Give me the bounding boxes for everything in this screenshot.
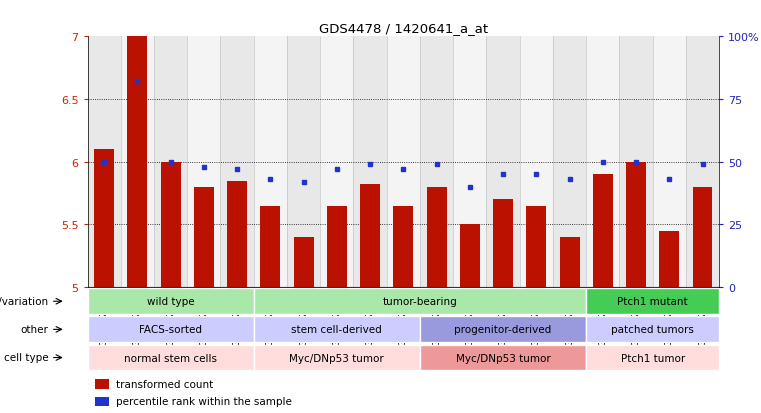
Bar [95, 397, 109, 406]
Bar [420, 317, 586, 342]
Bar [553, 37, 586, 287]
Bar [593, 175, 613, 287]
Bar [88, 317, 253, 342]
Bar [253, 317, 420, 342]
Bar [88, 37, 121, 287]
Bar [88, 345, 253, 370]
Bar [393, 206, 413, 287]
Bar [686, 37, 719, 287]
Bar [127, 37, 148, 287]
Bar [260, 206, 280, 287]
Bar [154, 37, 187, 287]
Text: Myc/DNp53 tumor: Myc/DNp53 tumor [289, 353, 384, 363]
Bar [486, 37, 520, 287]
Bar [619, 37, 653, 287]
Bar [187, 37, 221, 287]
Bar [161, 162, 180, 287]
Text: wild type: wild type [147, 297, 195, 306]
Text: transformed count: transformed count [116, 379, 214, 389]
Bar [460, 225, 479, 287]
Bar [586, 289, 719, 314]
Bar [427, 188, 447, 287]
Text: progenitor-derived: progenitor-derived [454, 325, 552, 335]
Bar [227, 181, 247, 287]
Bar [327, 206, 347, 287]
Bar [253, 289, 586, 314]
Bar [88, 289, 253, 314]
Bar [493, 200, 513, 287]
Title: GDS4478 / 1420641_a_at: GDS4478 / 1420641_a_at [319, 21, 488, 35]
Text: percentile rank within the sample: percentile rank within the sample [116, 396, 292, 406]
Bar [559, 237, 580, 287]
Text: FACS-sorted: FACS-sorted [139, 325, 202, 335]
Bar [586, 345, 719, 370]
Bar [420, 37, 454, 287]
Text: other: other [21, 324, 48, 334]
Bar [387, 37, 420, 287]
Bar [94, 150, 114, 287]
Bar [121, 37, 154, 287]
Text: genotype/variation: genotype/variation [0, 296, 48, 306]
Text: cell type: cell type [4, 352, 48, 362]
Bar [520, 37, 553, 287]
Bar [360, 185, 380, 287]
Text: Myc/DNp53 tumor: Myc/DNp53 tumor [456, 353, 550, 363]
Bar [253, 345, 420, 370]
Bar [353, 37, 387, 287]
Bar [221, 37, 253, 287]
Bar [420, 345, 586, 370]
Bar [626, 162, 646, 287]
Text: Ptch1 tumor: Ptch1 tumor [620, 353, 685, 363]
Text: tumor-bearing: tumor-bearing [383, 297, 457, 306]
Bar [294, 237, 314, 287]
Bar [194, 188, 214, 287]
Bar [659, 231, 680, 287]
Bar [320, 37, 353, 287]
Bar [586, 37, 619, 287]
Text: Ptch1 mutant: Ptch1 mutant [617, 297, 688, 306]
Bar [586, 317, 719, 342]
Bar [527, 206, 546, 287]
Bar [653, 37, 686, 287]
Text: normal stem cells: normal stem cells [124, 353, 217, 363]
Bar [95, 380, 109, 389]
Text: stem cell-derived: stem cell-derived [291, 325, 382, 335]
Text: patched tumors: patched tumors [611, 325, 694, 335]
Bar [454, 37, 486, 287]
Bar [253, 37, 287, 287]
Bar [287, 37, 320, 287]
Bar [693, 188, 712, 287]
